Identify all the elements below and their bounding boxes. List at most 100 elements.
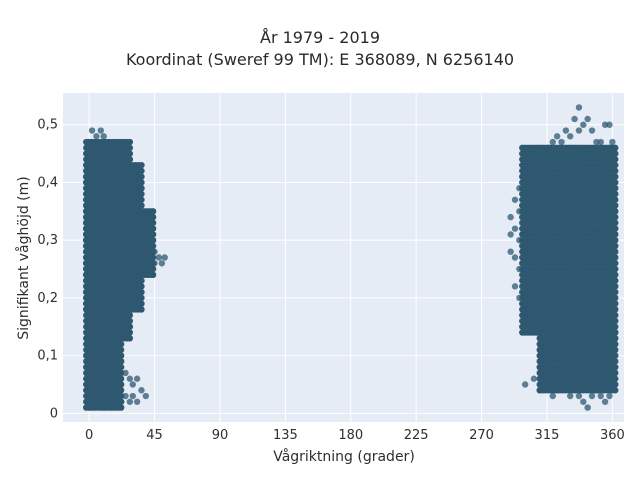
scatter-point: [129, 392, 136, 400]
scatter-point: [112, 312, 119, 319]
scatter-point: [601, 161, 609, 169]
scatter-point: [545, 381, 552, 388]
scatter-point: [575, 190, 583, 198]
scatter-point: [107, 144, 115, 152]
scatter-point: [85, 404, 93, 411]
scatter-point: [558, 138, 565, 146]
x-axis-title: Vågriktning (grader): [273, 448, 415, 465]
scatter-point: [112, 138, 119, 146]
scatter-point: [612, 260, 619, 267]
scatter-point: [115, 150, 122, 157]
scatter-point: [122, 369, 129, 377]
scatter-point: [612, 248, 619, 255]
x-axis-ticks: 0 45 90 135 180 225 270 315 360: [85, 428, 625, 443]
scatter-point: [147, 236, 154, 244]
scatter-point: [511, 225, 519, 232]
scatter-point: [516, 185, 523, 192]
scatter-point: [612, 329, 619, 336]
scatter-point: [126, 144, 134, 152]
scatter-point: [584, 225, 591, 232]
scatter-point: [516, 208, 523, 215]
scatter-point: [138, 161, 145, 169]
scatter-point: [138, 179, 145, 186]
scatter-point: [562, 346, 570, 354]
scatter-point: [126, 335, 134, 342]
scatter-point: [530, 375, 538, 382]
scatter-point: [133, 375, 141, 382]
scatter-point: [97, 283, 104, 290]
scatter-point: [601, 375, 609, 382]
scatter-point: [567, 358, 574, 365]
scatter-point: [88, 392, 96, 400]
scatter-point: [100, 375, 107, 382]
scatter-point: [597, 254, 604, 261]
scatter-point: [584, 404, 591, 411]
scatter-point: [122, 392, 129, 400]
scatter-point: [571, 167, 578, 175]
scatter-point: [609, 294, 616, 302]
scatter-point: [612, 335, 619, 342]
scatter-point: [593, 288, 600, 296]
scatter-point: [606, 121, 613, 128]
scatter-point: [575, 127, 583, 134]
scatter-point: [138, 190, 145, 198]
scatter-point: [126, 265, 134, 273]
scatter-point: [100, 404, 107, 411]
scatter-point: [612, 196, 619, 203]
scatter-point: [584, 340, 591, 348]
scatter-point: [609, 179, 616, 186]
scatter-point: [536, 329, 543, 336]
scatter-point: [612, 265, 619, 273]
scatter-point: [147, 254, 154, 261]
x-tick-label: 45: [146, 428, 163, 443]
scatter-point: [601, 219, 609, 227]
scatter-point: [103, 138, 110, 146]
scatter-point: [103, 352, 110, 359]
scatter-point: [553, 340, 561, 348]
scatter-point: [107, 329, 115, 336]
scatter-point: [511, 283, 519, 290]
scatter-point: [567, 254, 574, 261]
scatter-point: [588, 185, 596, 192]
scatter-point: [149, 271, 157, 279]
scatter-point: [558, 271, 565, 279]
scatter-point: [97, 127, 104, 134]
scatter-point: [609, 138, 616, 146]
scatter-point: [142, 213, 150, 221]
scatter-point: [584, 115, 591, 123]
scatter-point: [521, 248, 529, 255]
scatter-point: [580, 369, 587, 377]
scatter-point: [122, 248, 129, 255]
scatter-point: [612, 156, 619, 163]
scatter-point: [97, 225, 104, 232]
scatter-point: [545, 248, 552, 255]
scatter-point: [593, 173, 600, 180]
scatter-point: [151, 248, 158, 255]
scatter-point: [558, 213, 565, 221]
scatter-point: [138, 387, 145, 394]
scatter-point: [117, 398, 125, 405]
scatter-point: [126, 312, 134, 319]
scatter-point: [612, 144, 619, 152]
scatter-point: [536, 202, 543, 209]
scatter-point: [612, 358, 619, 365]
scatter-point: [609, 340, 616, 348]
scatter-point: [97, 335, 104, 342]
scatter-point: [540, 150, 548, 157]
scatter-point: [117, 358, 125, 365]
scatter-point: [138, 231, 145, 238]
scatter-point: [588, 358, 596, 365]
scatter-point: [126, 329, 134, 336]
scatter-point: [100, 271, 107, 279]
scatter-point: [521, 219, 529, 227]
scatter-point: [117, 375, 125, 382]
scatter-point: [126, 156, 134, 163]
scatter-point: [612, 150, 619, 157]
scatter-point: [612, 346, 619, 354]
scatter-point: [567, 392, 574, 400]
scatter-point: [612, 161, 619, 169]
scatter-point: [85, 340, 93, 348]
scatter-point: [155, 254, 163, 261]
scatter-point: [88, 127, 96, 134]
